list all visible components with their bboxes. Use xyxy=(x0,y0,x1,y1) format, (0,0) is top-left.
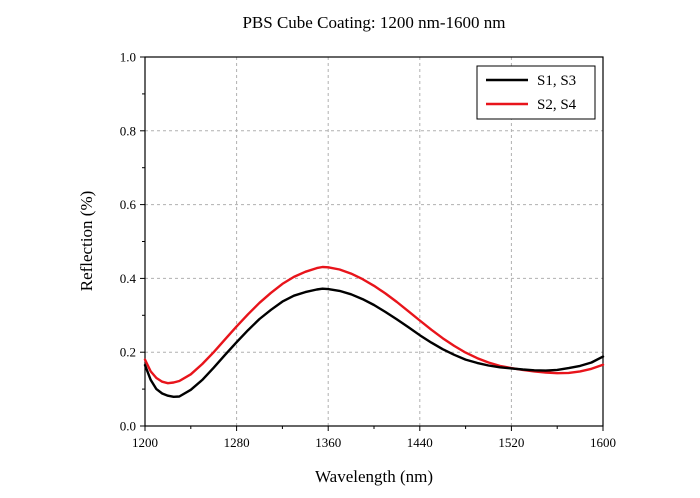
legend-label-s2-s4: S2, S4 xyxy=(537,97,577,113)
y-axis-label: Reflection (%) xyxy=(77,191,96,292)
x-tick-label: 1360 xyxy=(315,435,341,450)
y-tick-label: 0.4 xyxy=(120,271,137,286)
series-layer xyxy=(143,265,605,398)
legend-box xyxy=(476,65,596,120)
series-line-1 xyxy=(143,287,605,398)
x-tick-label: 1200 xyxy=(132,435,158,450)
x-tick-label: 1600 xyxy=(590,435,616,450)
x-tick-label: 1280 xyxy=(224,435,250,450)
axis-ticks: 1200 1280 1360 1440 1520 1600 0.0 0.2 0.4 0.6 0.8 1… xyxy=(120,50,616,451)
legend: S1, S3 S2, S4 xyxy=(476,65,596,120)
chart-title: PBS Cube Coating: 1200 nm-1600 nm xyxy=(242,13,505,32)
legend-label-s1-s3: S1, S3 xyxy=(537,73,576,89)
x-tick-label: 1440 xyxy=(407,435,433,450)
y-tick-label: 0.8 xyxy=(120,123,136,138)
series-line-2 xyxy=(143,265,605,385)
y-tick-label: 0.0 xyxy=(120,419,136,434)
x-axis-label: Wavelength (nm) xyxy=(315,467,433,486)
x-tick-label: 1520 xyxy=(498,435,524,450)
y-tick-label: 0.6 xyxy=(120,197,137,212)
y-tick-label: 0.2 xyxy=(120,345,136,360)
y-tick-label: 1.0 xyxy=(120,50,136,65)
